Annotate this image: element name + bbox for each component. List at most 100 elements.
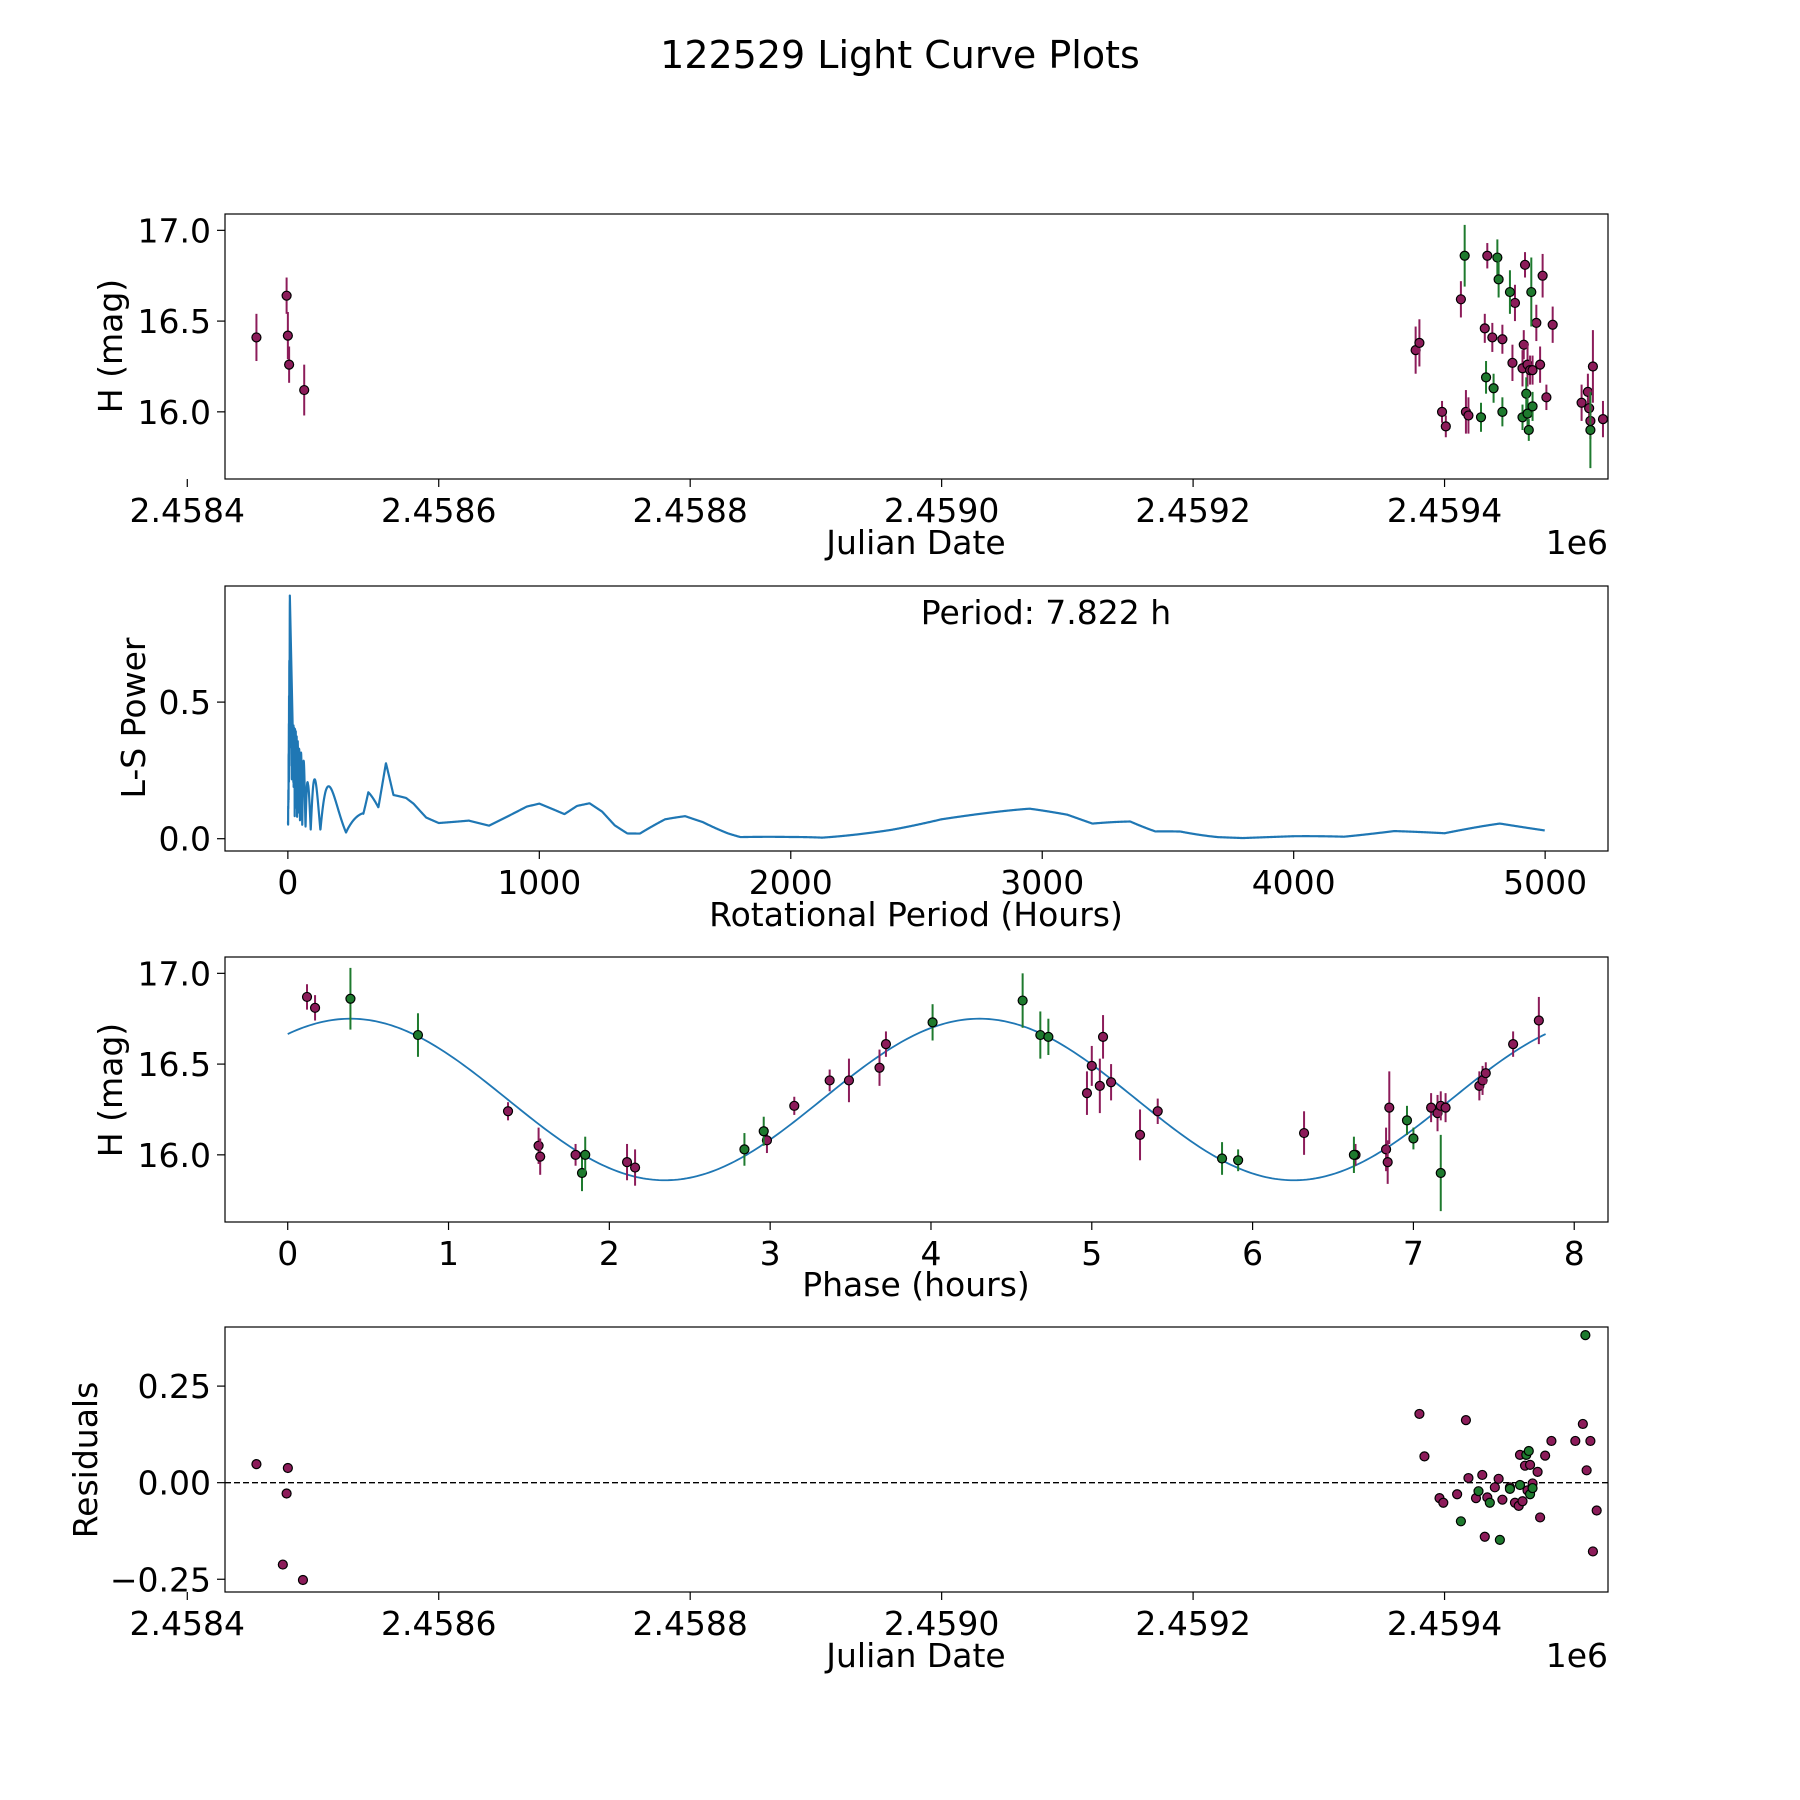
phased-x-tick-label: 5 <box>1081 1234 1102 1273</box>
magenta-data-point <box>284 359 295 370</box>
magenta-data-point <box>1570 1435 1581 1447</box>
periodogram-y-tick-label: 0.0 <box>159 820 211 859</box>
magenta-data-point <box>1440 1102 1451 1113</box>
magenta-data-point <box>1298 1127 1310 1139</box>
magenta-data-point <box>1489 1482 1500 1493</box>
residuals-x-tick-label: 2.4592 <box>1135 1604 1250 1643</box>
periodogram-x-tick-label: 2000 <box>749 863 833 902</box>
magenta-data-point <box>1414 337 1425 348</box>
magenta-data-point <box>1477 1469 1488 1481</box>
green-data-point <box>412 1029 424 1041</box>
magenta-data-point <box>874 1062 885 1073</box>
green-data-point <box>1527 401 1538 412</box>
lightcurve-x-offset-label: 1e6 <box>1546 523 1608 562</box>
magenta-data-point <box>1094 1080 1105 1091</box>
lightcurve-x-tick-label: 2.4584 <box>130 491 245 530</box>
lightcurve-marks <box>251 224 1609 469</box>
magenta-data-point <box>570 1149 581 1160</box>
lightcurve-x-tick-label: 2.4594 <box>1387 491 1502 530</box>
residuals-y-tick-label: 0.25 <box>138 1367 211 1406</box>
lightcurve-panel: 2.4584 2.4586 2.4588 2.4590 2.4592 2.4594 16.… <box>91 211 1609 562</box>
residuals-x-tick-label: 2.4584 <box>130 1604 245 1643</box>
green-data-point <box>1408 1133 1419 1144</box>
fitted-curve-line <box>287 1017 1546 1182</box>
magenta-data-point <box>1587 1546 1599 1557</box>
magenta-data-point <box>282 330 293 341</box>
green-data-point <box>739 1144 750 1155</box>
magenta-data-point <box>1081 1088 1093 1099</box>
residuals-y-ticks: −0.25 0.00 0.25 <box>110 1367 225 1599</box>
green-data-point <box>1504 286 1516 298</box>
magenta-data-point <box>502 1106 514 1117</box>
green-data-point <box>1043 1031 1054 1042</box>
green-data-point <box>1475 412 1487 423</box>
green-data-point <box>1401 1115 1413 1126</box>
magenta-data-point <box>1519 259 1531 270</box>
magenta-data-point <box>1436 406 1448 417</box>
magenta-data-point <box>629 1162 641 1173</box>
green-data-point <box>1493 274 1504 285</box>
green-data-point <box>1494 1534 1505 1545</box>
periodogram-y-ticks: 0.0 0.5 <box>159 683 225 859</box>
lightcurve-x-ticks: 2.4584 2.4586 2.4588 2.4590 2.4592 2.4594 <box>130 479 1502 530</box>
residuals-panel: 2.4584 2.4586 2.4588 2.4590 2.4592 2.4594 −0.… <box>66 1326 1609 1675</box>
periodogram-marks <box>286 594 1546 840</box>
lightcurve-y-tick-label: 16.5 <box>138 302 211 341</box>
magenta-data-point <box>621 1157 633 1168</box>
residuals-x-tick-label: 2.4594 <box>1387 1604 1502 1643</box>
green-data-point <box>1216 1153 1228 1164</box>
green-data-point <box>1017 995 1028 1006</box>
phased-plot-frame <box>224 956 1609 1223</box>
magenta-data-point <box>1533 1015 1544 1026</box>
green-data-point <box>1585 424 1596 436</box>
residuals-x-axis-label: Julian Date <box>824 1636 1006 1675</box>
magenta-data-point <box>1419 1451 1430 1462</box>
green-data-point <box>1484 1497 1495 1508</box>
magenta-data-point <box>301 991 313 1003</box>
magenta-data-point <box>299 384 310 396</box>
magenta-data-point <box>1547 319 1558 330</box>
phased-x-axis-label: Phase (hours) <box>802 1265 1030 1304</box>
magenta-data-point <box>1097 1031 1109 1042</box>
magenta-data-point <box>1497 1494 1508 1505</box>
green-data-point <box>1504 1483 1516 1494</box>
green-data-point <box>1488 383 1499 394</box>
phased-x-tick-label: 2 <box>599 1234 620 1273</box>
magenta-data-point <box>281 290 292 301</box>
phased-panel: 0 1 2 3 4 5 6 7 8 16.0 16.5 17.0 Phase (hours) H (… <box>91 954 1609 1304</box>
green-data-point <box>1580 1330 1591 1341</box>
green-data-point <box>927 1017 938 1028</box>
periodogram-x-tick-label: 3000 <box>1000 863 1084 902</box>
green-data-point <box>580 1149 591 1160</box>
residuals-y-tick-label: −0.25 <box>110 1560 211 1599</box>
magenta-data-point <box>1380 1144 1392 1155</box>
magenta-data-point <box>1482 250 1493 261</box>
phased-x-tick-label: 8 <box>1564 1234 1585 1273</box>
lightcurve-plot-frame <box>224 213 1609 480</box>
magenta-data-point <box>1487 332 1498 343</box>
periodogram-x-tick-label: 5000 <box>1503 863 1587 902</box>
magenta-data-point <box>251 1459 262 1470</box>
green-data-point <box>1521 388 1532 399</box>
magenta-data-point <box>281 1488 292 1499</box>
phased-y-ticks: 16.0 16.5 17.0 <box>138 954 225 1175</box>
magenta-data-point <box>1463 1472 1474 1484</box>
magenta-data-point <box>309 1002 321 1013</box>
magenta-data-point <box>1455 294 1466 305</box>
periodogram-y-axis-label: L-S Power <box>114 637 153 798</box>
residuals-x-tick-label: 2.4586 <box>381 1604 496 1643</box>
magenta-data-point <box>1577 1418 1588 1430</box>
magenta-data-point <box>880 1039 892 1050</box>
magenta-data-point <box>277 1559 288 1570</box>
periodogram-x-tick-label: 4000 <box>1252 863 1336 902</box>
phased-x-tick-label: 3 <box>760 1234 781 1273</box>
green-data-point <box>758 1126 769 1137</box>
green-data-point <box>1526 286 1537 298</box>
magenta-data-point <box>1086 1060 1097 1072</box>
magenta-data-point <box>1527 364 1538 376</box>
magenta-data-point <box>1426 1102 1437 1113</box>
residuals-x-tick-label: 2.4590 <box>884 1604 999 1643</box>
phased-x-tick-label: 0 <box>277 1234 298 1273</box>
green-data-point <box>1435 1167 1446 1179</box>
